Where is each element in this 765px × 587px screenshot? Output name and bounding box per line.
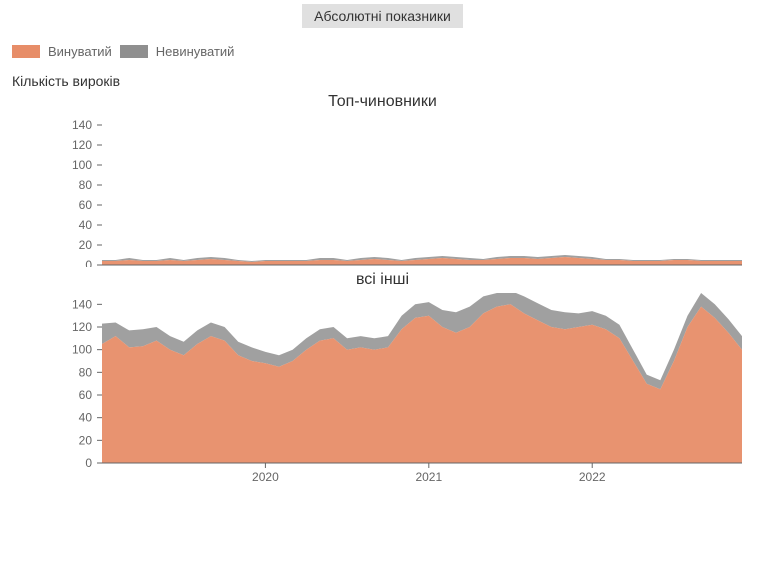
x-tick-label: 2021	[415, 470, 442, 484]
y-tick-label: 0	[85, 258, 92, 267]
legend: Винуватий Невинуватий	[12, 44, 753, 59]
panel-title: Топ-чиновники	[12, 93, 753, 111]
legend-label-guilty: Винуватий	[48, 44, 112, 59]
y-tick-label: 100	[72, 158, 92, 172]
legend-label-notguilty: Невинуватий	[156, 44, 235, 59]
chart-panel: 0 20 40 60 80 100 120 140	[12, 115, 753, 267]
y-tick-label: 40	[79, 218, 93, 232]
y-tick-label: 80	[79, 365, 93, 379]
y-tick-label: 20	[79, 238, 93, 252]
panel-title: всі інші	[12, 271, 753, 289]
y-tick-label: 80	[79, 178, 93, 192]
y-tick-label: 40	[79, 411, 93, 425]
y-axis-title: Кількість вироків	[12, 73, 753, 89]
y-tick-label: 120	[72, 138, 92, 152]
y-tick-label: 100	[72, 343, 92, 357]
y-tick-label: 140	[72, 118, 92, 132]
x-tick-label: 2020	[252, 470, 279, 484]
x-tick-label: 2022	[579, 470, 606, 484]
y-tick-label: 60	[79, 388, 93, 402]
legend-swatch-notguilty	[120, 45, 148, 58]
abs-toggle[interactable]: Абсолютні показники	[302, 4, 463, 28]
legend-swatch-guilty	[12, 45, 40, 58]
y-tick-label: 140	[72, 297, 92, 311]
area-guilty	[102, 304, 742, 463]
y-tick-label: 120	[72, 320, 92, 334]
chart-panel: 0 20 40 60 80 100 120 140 2020 2021 2022	[12, 293, 753, 487]
y-tick-label: 0	[85, 456, 92, 470]
y-tick-label: 20	[79, 433, 93, 447]
y-tick-label: 60	[79, 198, 93, 212]
